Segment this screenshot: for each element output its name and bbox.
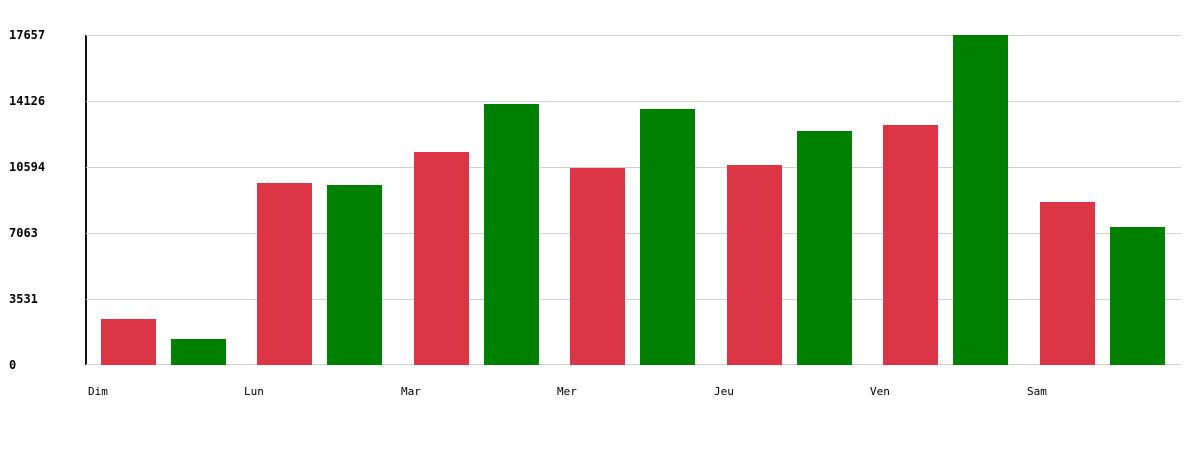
gridline [86, 364, 1181, 365]
x-axis-tick-label: Dim [88, 385, 108, 398]
x-axis-tick-label: Ven [870, 385, 890, 398]
bar-red-Sam [1040, 202, 1095, 365]
gridline [86, 299, 1181, 300]
gridline [86, 101, 1181, 102]
bar-red-Dim [101, 319, 156, 365]
bar-green-Sam [1110, 227, 1165, 365]
x-axis-tick-label: Lun [244, 385, 264, 398]
bar-green-Mar [484, 104, 539, 365]
bar-red-Ven [883, 125, 938, 365]
x-axis-tick-label: Jeu [714, 385, 734, 398]
bar-green-Mer [640, 109, 695, 365]
gridline [86, 167, 1181, 168]
y-axis-tick-label: 0 [9, 358, 17, 372]
bar-green-Ven [953, 35, 1008, 365]
gridline [86, 35, 1181, 36]
x-axis-tick-label: Mer [557, 385, 577, 398]
bar-green-Dim [171, 339, 226, 365]
y-axis-tick-label: 17657 [9, 28, 46, 42]
bar-red-Jeu [727, 165, 782, 365]
bar-red-Mer [570, 168, 625, 365]
y-axis-tick-label: 14126 [9, 93, 46, 108]
bar-red-Mar [414, 152, 469, 365]
bar-green-Jeu [797, 131, 852, 365]
y-axis-tick-label: 10594 [9, 160, 46, 174]
y-axis-tick-label: 7063 [9, 225, 38, 240]
x-axis-tick-label: Sam [1027, 385, 1047, 398]
x-axis-tick-label: Mar [401, 385, 421, 398]
bar-green-Lun [327, 185, 382, 365]
bar-red-Lun [257, 183, 312, 365]
gridline [86, 233, 1181, 234]
y-axis-line [85, 35, 87, 365]
y-axis-tick-label: 3531 [9, 292, 38, 306]
plot-area [86, 35, 1181, 365]
